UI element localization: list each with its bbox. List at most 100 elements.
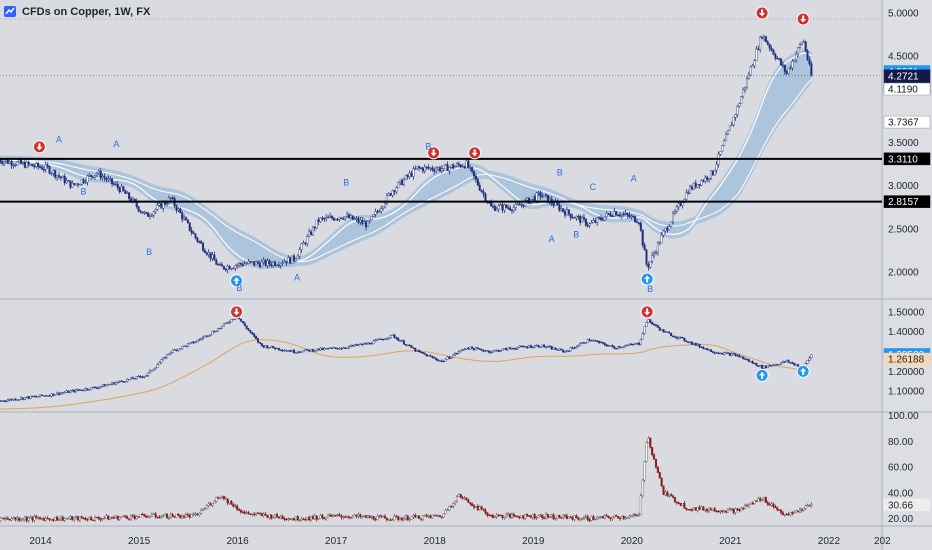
volatility-candle-body bbox=[656, 466, 659, 473]
volatility-candle-body bbox=[565, 515, 568, 519]
volatility-candle-body bbox=[116, 515, 119, 520]
volatility-candle-body bbox=[58, 519, 61, 521]
sell-marker-arrow bbox=[800, 15, 807, 23]
volatility-candle-body bbox=[183, 516, 186, 518]
ratio-candle-body bbox=[543, 344, 546, 348]
ratio-candle-body bbox=[226, 322, 229, 324]
price-ytick-label: 3.5000 bbox=[888, 138, 919, 149]
ratio-candle-body bbox=[501, 348, 504, 351]
price-candle-body bbox=[675, 206, 678, 212]
price-candle-body bbox=[18, 159, 21, 163]
ratio-candle-body bbox=[245, 325, 248, 329]
price-candle-body bbox=[503, 204, 506, 211]
price-candle-body bbox=[122, 186, 125, 191]
volatility-candle-body bbox=[806, 505, 809, 507]
price-candle-body bbox=[484, 193, 487, 202]
price-candle-body bbox=[340, 217, 343, 219]
ratio-candle-body bbox=[200, 338, 203, 340]
volatility-candle-body bbox=[239, 510, 242, 513]
volatility-candle-body bbox=[46, 518, 49, 520]
volatility-candle-body bbox=[493, 516, 496, 519]
price-candle-body bbox=[397, 182, 400, 188]
price-candle-body bbox=[73, 183, 76, 185]
price-candle-body bbox=[177, 208, 180, 211]
volatility-candle-body bbox=[78, 516, 81, 521]
price-candle-body bbox=[708, 178, 711, 180]
volatility-candle-body bbox=[329, 515, 332, 517]
volatility-candle-body bbox=[150, 514, 153, 517]
price-candle-body bbox=[368, 219, 371, 222]
volatility-candle-body bbox=[393, 516, 396, 521]
ratio-candle-body bbox=[374, 339, 377, 342]
price-candle-body bbox=[704, 176, 707, 182]
ratio-candle-body bbox=[169, 352, 172, 355]
ratio-candle-body bbox=[770, 365, 773, 367]
ratio-candle-body bbox=[391, 334, 394, 336]
volatility-candle-body bbox=[300, 518, 303, 521]
ratio-candle-body bbox=[344, 347, 347, 349]
ratio-candle-body bbox=[37, 396, 40, 398]
volatility-candle-body bbox=[687, 509, 690, 511]
ratio-candle-body bbox=[507, 347, 510, 351]
volatility-candle-body bbox=[270, 514, 273, 519]
volatility-candle-body bbox=[723, 510, 726, 512]
ratio-candle-body bbox=[662, 329, 665, 333]
price-candle-body bbox=[581, 216, 584, 223]
ratio-candle-body bbox=[141, 376, 144, 378]
ratio-candle-body bbox=[690, 341, 693, 345]
volatility-candle-body bbox=[505, 514, 508, 517]
volatility-candle-body bbox=[260, 513, 263, 517]
price-candle-body bbox=[65, 180, 68, 184]
volatility-candle-body bbox=[177, 514, 180, 516]
price-candle-body bbox=[478, 184, 481, 191]
price-candle-body bbox=[645, 249, 648, 265]
price-candle-body bbox=[181, 212, 184, 220]
ratio-candle-body bbox=[766, 365, 769, 368]
volatility-candle-body bbox=[577, 517, 580, 520]
buy-marker-arrow bbox=[233, 277, 240, 285]
ratio-candle-body bbox=[198, 339, 201, 341]
ratio-candle-body bbox=[289, 350, 292, 352]
price-candle-body bbox=[418, 166, 421, 169]
ratio-candle-body bbox=[789, 362, 792, 364]
price-candle-body bbox=[344, 216, 347, 220]
wave-label: C bbox=[590, 182, 597, 192]
price-candle-body bbox=[649, 261, 652, 268]
price-candle-body bbox=[709, 170, 712, 179]
ratio-candle-body bbox=[499, 350, 502, 352]
volatility-candle-body bbox=[54, 516, 57, 521]
volatility-candle-body bbox=[486, 512, 489, 516]
price-candle-body bbox=[374, 211, 377, 215]
ratio-candle-body bbox=[253, 333, 256, 337]
volatility-candle-body bbox=[469, 502, 472, 504]
volatility-candle-body bbox=[313, 515, 316, 520]
volatility-candle-body bbox=[613, 515, 616, 518]
volatility-candle-body bbox=[401, 518, 404, 521]
price-candle-body bbox=[679, 203, 682, 206]
volatility-candle-body bbox=[1, 517, 4, 519]
ratio-candle-body bbox=[651, 321, 654, 325]
ratio-candle-body bbox=[94, 386, 97, 389]
price-candle-body bbox=[446, 164, 449, 172]
price-candle-body bbox=[88, 174, 91, 177]
volatility-candle-body bbox=[164, 513, 167, 516]
volatility-candle-body bbox=[372, 516, 375, 520]
price-candle-body bbox=[778, 58, 781, 60]
price-candle-body bbox=[112, 183, 115, 185]
volatility-candle-body bbox=[651, 447, 654, 456]
sell-marker-arrow bbox=[471, 149, 478, 157]
volatility-candle-body bbox=[550, 514, 553, 517]
volatility-candle-body bbox=[207, 503, 210, 507]
volatility-candle-body bbox=[323, 517, 326, 520]
ratio-candle-body bbox=[569, 347, 572, 352]
ratio-candle-body bbox=[33, 396, 36, 398]
ratio-candle-body bbox=[294, 352, 297, 354]
volatility-candle-body bbox=[586, 516, 589, 521]
price-candle-body bbox=[802, 41, 805, 43]
price-candle-body bbox=[1, 161, 4, 164]
volatility-candle-body bbox=[268, 514, 271, 518]
ratio-candle-body bbox=[586, 339, 589, 343]
price-price-tag-label: 2.8157 bbox=[888, 197, 919, 208]
